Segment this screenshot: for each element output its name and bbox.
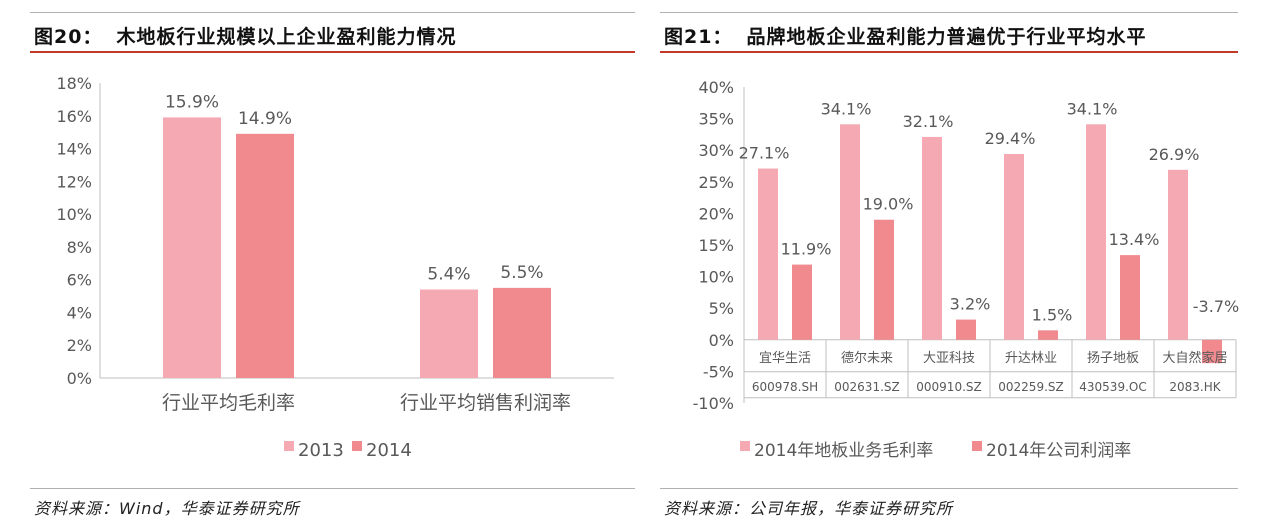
x-category-label: 行业平均销售利润率 [400, 392, 571, 414]
bar [874, 219, 894, 340]
bar [1004, 153, 1024, 340]
figure-number: 图20： [34, 26, 103, 48]
x-category-code: 600978.SH [752, 380, 818, 394]
source-divider [660, 488, 1238, 489]
y-tick-label: 6% [67, 271, 92, 290]
figure-21-panel: 图21： 品牌地板企业盈利能力普遍优于行业平均水平 -10% -5% 0% 5% 10% 1… [660, 0, 1240, 528]
y-tick-label: 12% [56, 172, 92, 191]
x-category-label: 扬子地板 [1087, 351, 1139, 366]
x-category-label: 宜华生活 [759, 351, 811, 366]
x-category-code: 002631.SZ [834, 380, 899, 394]
bar [1168, 169, 1188, 340]
bar [1086, 124, 1106, 340]
bar-chart-brand-profitability: -10% -5% 0% 5% 10% 15% 20% 25% 30% 35% 40% 27.1% 11.… [693, 78, 1240, 461]
y-tick-label: 14% [56, 140, 92, 159]
data-label: 34.1% [1067, 99, 1118, 118]
y-tick-label: 5% [709, 299, 734, 318]
figure-title: 图20： 木地板行业规模以上企业盈利能力情况 [34, 22, 456, 49]
y-tick-label: 0% [709, 331, 734, 350]
y-tick-label: 25% [698, 173, 734, 192]
y-tick-label: 15% [698, 236, 734, 255]
y-tick-label: 40% [698, 78, 734, 97]
y-tick-label: -5% [703, 362, 734, 381]
data-label: 27.1% [739, 144, 790, 163]
legend-label: 2014年地板业务毛利率 [754, 441, 933, 461]
y-tick-label: 18% [56, 74, 92, 93]
title-divider [30, 51, 635, 53]
data-label: 26.9% [1149, 145, 1200, 164]
data-label: 5.4% [427, 265, 470, 285]
legend-swatch [972, 441, 982, 451]
y-tick-label: 8% [67, 238, 92, 257]
data-label: 3.2% [950, 295, 991, 314]
figure-title: 图21： 品牌地板企业盈利能力普遍优于行业平均水平 [664, 22, 1146, 49]
legend-label: 2014 [366, 440, 412, 461]
bar [956, 319, 976, 340]
data-label: 11.9% [781, 240, 832, 259]
bar [1120, 255, 1140, 340]
bar [163, 117, 221, 379]
source-divider [30, 488, 635, 489]
data-label: 19.0% [863, 195, 914, 214]
x-category-label: 大亚科技 [923, 351, 975, 366]
bar [758, 168, 778, 340]
y-tick-label: 30% [698, 141, 734, 160]
x-category-label: 行业平均毛利率 [162, 392, 295, 414]
top-divider [30, 12, 635, 13]
x-category-code: 430539.OC [1079, 380, 1146, 394]
source-note: 资料来源：公司年报，华泰证券研究所 [664, 499, 954, 518]
data-label: 13.4% [1109, 230, 1160, 249]
data-label: -3.7% [1193, 297, 1239, 316]
figure-number: 图21： [664, 26, 733, 48]
legend-swatch [284, 441, 294, 451]
y-tick-label: 16% [56, 107, 92, 126]
bar [922, 136, 942, 340]
y-tick-label: -10% [693, 394, 734, 413]
title-divider [660, 51, 1238, 53]
bar [236, 133, 294, 378]
y-tick-label: 4% [67, 303, 92, 322]
y-tick-label: 35% [698, 110, 734, 129]
data-label: 5.5% [500, 263, 543, 283]
data-label: 32.1% [903, 112, 954, 131]
figure-20-panel: 图20： 木地板行业规模以上企业盈利能力情况 0% 2% 4% 6% 8% 10% 12% 14… [30, 0, 635, 528]
x-category-label: 升达林业 [1005, 351, 1057, 366]
bar [1202, 339, 1222, 364]
bar-chart-industry-profitability: 0% 2% 4% 6% 8% 10% 12% 14% 16% 18% 15.9% 14.9% 行业平均毛… [56, 74, 614, 461]
data-label: 14.9% [238, 109, 292, 129]
data-label: 29.4% [985, 129, 1036, 148]
y-tick-label: 2% [67, 336, 92, 355]
legend-label: 2013 [298, 440, 344, 461]
y-tick-label: 0% [67, 369, 92, 388]
legend-swatch [740, 441, 750, 451]
y-tick-label: 10% [56, 205, 92, 224]
x-category-code: 002259.SZ [998, 380, 1063, 394]
legend-label: 2014年公司利润率 [986, 441, 1131, 461]
y-tick-label: 10% [698, 268, 734, 287]
y-tick-label: 20% [698, 204, 734, 223]
legend-swatch [352, 441, 362, 451]
x-category-label: 德尔未来 [841, 351, 893, 366]
x-category-code: 000910.SZ [916, 380, 981, 394]
bar [420, 289, 478, 378]
x-category-code: 2083.HK [1169, 380, 1221, 394]
x-category-label: 大自然家居 [1162, 350, 1227, 366]
bar [840, 124, 860, 340]
data-label: 34.1% [821, 99, 872, 118]
bar [792, 264, 812, 340]
bar [1038, 330, 1058, 340]
data-label: 1.5% [1032, 305, 1073, 324]
figure-title-text: 品牌地板企业盈利能力普遍优于行业平均水平 [746, 26, 1147, 48]
data-label: 15.9% [165, 92, 219, 112]
bar [493, 287, 551, 378]
figure-title-text: 木地板行业规模以上企业盈利能力情况 [116, 26, 457, 48]
top-divider [660, 12, 1238, 13]
source-note: 资料来源：Wind，华泰证券研究所 [34, 499, 300, 518]
